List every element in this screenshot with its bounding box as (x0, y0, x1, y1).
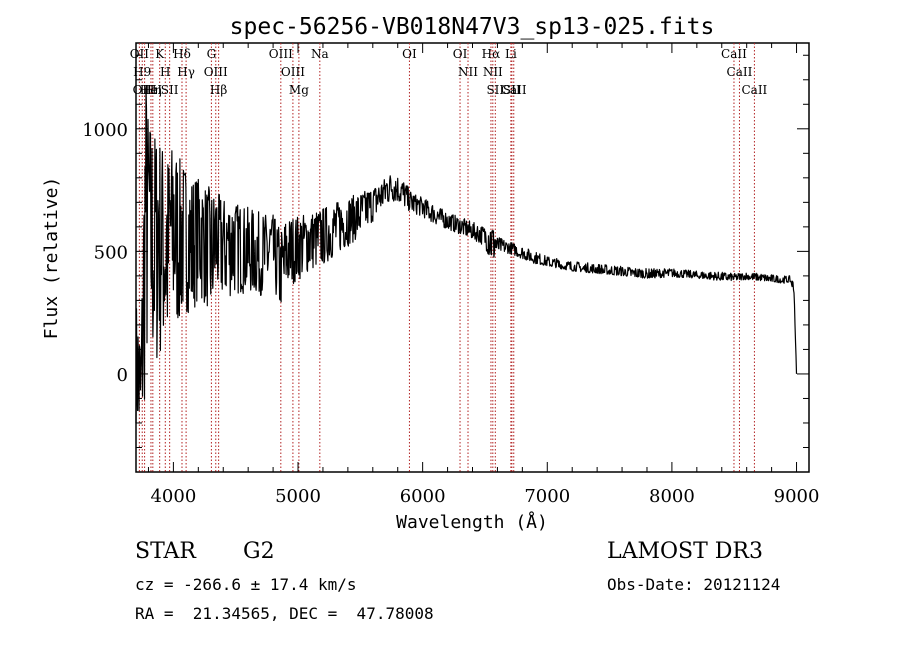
x-tick-label: 8000 (649, 486, 695, 507)
line-label: Hη (144, 83, 162, 97)
x-axis-label: Wavelength (Å) (396, 511, 548, 533)
line-label: Mg (289, 83, 309, 97)
line-label: NII (458, 65, 478, 79)
line-label: SII (161, 83, 179, 97)
line-label: NII (483, 65, 503, 79)
spectrum-series (135, 87, 798, 424)
line-label: Hγ (177, 65, 195, 79)
line-label: OI (453, 47, 468, 61)
flux-line (135, 87, 798, 424)
line-label: CaII (501, 83, 527, 97)
line-label: Li (505, 47, 517, 61)
line-label: Hδ (173, 47, 191, 61)
x-tick-label: 9000 (774, 486, 820, 507)
line-label: H9 (133, 65, 151, 79)
line-label: SII (486, 83, 504, 97)
line-label: Hα (482, 47, 501, 61)
line-label: OIII (204, 65, 228, 79)
coordinates: RA = 21.34565, DEC = 47.78008 (135, 604, 434, 623)
line-label: Hβ (210, 83, 227, 97)
axes: 4000 5000 6000 7000 8000 9000 0 500 1000 (82, 43, 819, 507)
line-label: CaII (741, 83, 767, 97)
x-tick-label: 4000 (150, 486, 196, 507)
x-tick-label: 7000 (524, 486, 570, 507)
spectral-line-labels: OIIH9OIIIHeIHηKHSIIHδHγGOIIIHβOIIIOIIIMg… (130, 47, 768, 97)
redshift-value: cz = -266.6 ± 17.4 km/s (135, 575, 357, 594)
y-tick-label: 0 (117, 365, 128, 386)
line-label: SII (503, 83, 521, 97)
line-label: K (155, 47, 165, 61)
chart-title: spec-56256-VB018N47V3_sp13-025.fits (230, 14, 715, 40)
line-label: OI (402, 47, 417, 61)
line-label: CaII (721, 47, 747, 61)
y-axis-label: Flux (relative) (41, 177, 62, 340)
line-label: Na (311, 47, 329, 61)
line-label: OIII (281, 65, 305, 79)
survey-name: LAMOST DR3 (607, 539, 763, 564)
x-tick-label: 6000 (400, 486, 446, 507)
y-tick-label: 500 (94, 242, 128, 263)
plot-frame (135, 42, 810, 473)
line-label: OIII (269, 47, 293, 61)
y-tick-label: 1000 (82, 120, 128, 141)
line-label: H (160, 65, 170, 79)
x-tick-label: 5000 (275, 486, 321, 507)
object-subclass: G2 (243, 539, 275, 564)
line-label: OII (130, 47, 150, 61)
observation-date: Obs-Date: 20121124 (607, 575, 781, 594)
line-label: CaII (727, 65, 753, 79)
line-label: OIII (133, 83, 157, 97)
object-class: STAR (135, 539, 196, 564)
line-label: G (207, 47, 217, 61)
